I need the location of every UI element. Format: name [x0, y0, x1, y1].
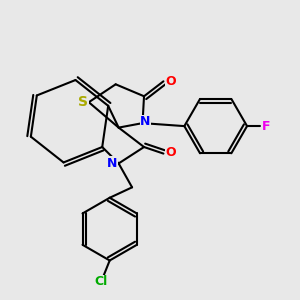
Text: S: S: [78, 95, 88, 109]
Text: N: N: [140, 115, 151, 128]
Text: N: N: [107, 157, 117, 170]
Text: O: O: [166, 75, 176, 88]
Text: O: O: [166, 146, 176, 159]
Text: Cl: Cl: [94, 275, 107, 289]
Text: F: F: [262, 120, 271, 133]
